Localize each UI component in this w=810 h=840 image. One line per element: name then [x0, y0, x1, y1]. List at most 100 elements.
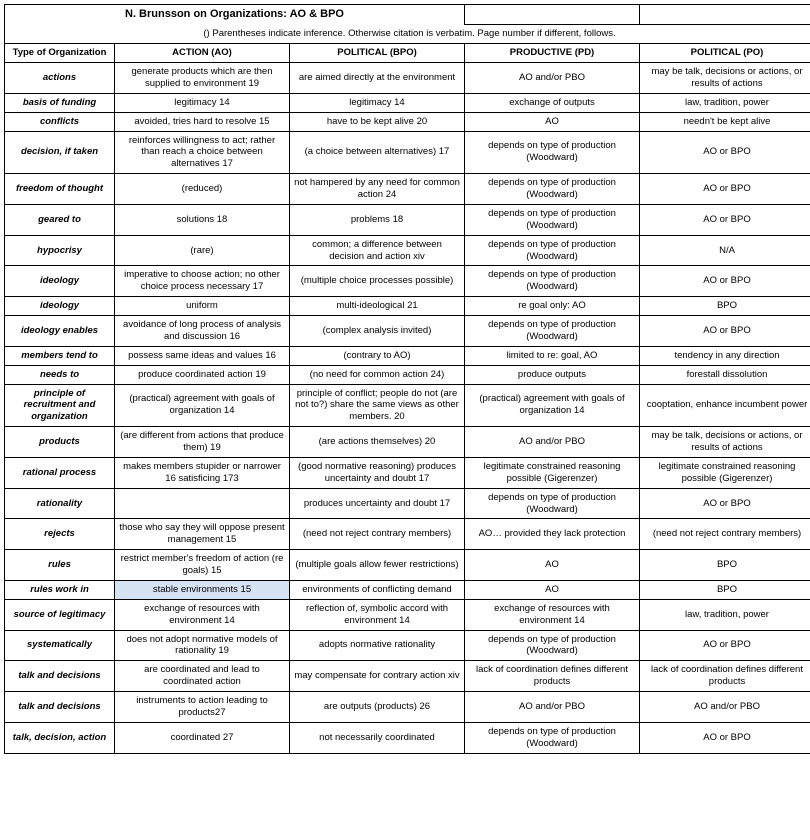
cell-c1	[115, 488, 290, 519]
cell-c4: AO or BPO	[640, 722, 810, 753]
table-row: ideologyimperative to choose action; no …	[5, 266, 810, 297]
cell-c2: principle of conflict; people do not (ar…	[290, 384, 465, 427]
row-label: ideology enables	[5, 316, 115, 347]
cell-c4: BPO	[640, 580, 810, 599]
cell-c2: problems 18	[290, 204, 465, 235]
cell-c4: AO or BPO	[640, 131, 810, 174]
cell-c2: are aimed directly at the environment	[290, 63, 465, 94]
header-bpo: POLITICAL (BPO)	[290, 44, 465, 63]
cell-c4: may be talk, decisions or actions, or re…	[640, 63, 810, 94]
header-type: Type of Organization	[5, 44, 115, 63]
note-row: () Parentheses indicate inference. Other…	[5, 25, 810, 44]
table-row: needs toproduce coordinated action 19(no…	[5, 365, 810, 384]
header-po: POLITICAL (PO)	[640, 44, 810, 63]
cell-c3: depends on type of production (Woodward)	[465, 174, 640, 205]
cell-c3: exchange of outputs	[465, 93, 640, 112]
cell-c2: (no need for common action 24)	[290, 365, 465, 384]
cell-c3: produce outputs	[465, 365, 640, 384]
cell-c2: not hampered by any need for common acti…	[290, 174, 465, 205]
cell-c1: produce coordinated action 19	[115, 365, 290, 384]
row-label: actions	[5, 63, 115, 94]
table-row: rules work instable environments 15envir…	[5, 580, 810, 599]
cell-c4: (need not reject contrary members)	[640, 519, 810, 550]
row-label: geared to	[5, 204, 115, 235]
cell-c3: depends on type of production (Woodward)	[465, 266, 640, 297]
cell-c4: AO or BPO	[640, 174, 810, 205]
table-row: ideology enablesavoidance of long proces…	[5, 316, 810, 347]
row-label: ideology	[5, 297, 115, 316]
cell-c4: forestall dissolution	[640, 365, 810, 384]
row-label: rules work in	[5, 580, 115, 599]
cell-c1: generate products which are then supplie…	[115, 63, 290, 94]
cell-c3: depends on type of production (Woodward)	[465, 722, 640, 753]
table-row: members tend topossess same ideas and va…	[5, 346, 810, 365]
row-label: ideology	[5, 266, 115, 297]
cell-c2: (contrary to AO)	[290, 346, 465, 365]
cell-c3: (practical) agreement with goals of orga…	[465, 384, 640, 427]
cell-c1: makes members stupider or narrower 16 sa…	[115, 457, 290, 488]
table-row: decision, if takenreinforces willingness…	[5, 131, 810, 174]
cell-c2: have to be kept alive 20	[290, 112, 465, 131]
cell-c4: may be talk, decisions or actions, or re…	[640, 427, 810, 458]
cell-c1: (reduced)	[115, 174, 290, 205]
cell-c4: law, tradition, power	[640, 599, 810, 630]
row-label: rationality	[5, 488, 115, 519]
cell-c3: depends on type of production (Woodward)	[465, 131, 640, 174]
header-pd: PRODUCTIVE (PD)	[465, 44, 640, 63]
table-row: products(are different from actions that…	[5, 427, 810, 458]
cell-c3: depends on type of production (Woodward)	[465, 235, 640, 266]
cell-c3: legitimate constrained reasoning possibl…	[465, 457, 640, 488]
table-row: basis of fundinglegitimacy 14legitimacy …	[5, 93, 810, 112]
cell-c2: multi-ideological 21	[290, 297, 465, 316]
row-label: needs to	[5, 365, 115, 384]
cell-c4: legitimate constrained reasoning possibl…	[640, 457, 810, 488]
row-label: products	[5, 427, 115, 458]
cell-c2: legitimacy 14	[290, 93, 465, 112]
row-label: decision, if taken	[5, 131, 115, 174]
row-label: talk and decisions	[5, 692, 115, 723]
cell-c2: (a choice between alternatives) 17	[290, 131, 465, 174]
row-label: talk, decision, action	[5, 722, 115, 753]
title-blank-2	[640, 5, 810, 25]
cell-c2: (are actions themselves) 20	[290, 427, 465, 458]
row-label: members tend to	[5, 346, 115, 365]
table-row: conflictsavoided, tries hard to resolve …	[5, 112, 810, 131]
cell-c3: AO	[465, 112, 640, 131]
cell-c1: restrict member's freedom of action (re …	[115, 550, 290, 581]
header-ao: ACTION (AO)	[115, 44, 290, 63]
cell-c1: avoided, tries hard to resolve 15	[115, 112, 290, 131]
header-row: Type of Organization ACTION (AO) POLITIC…	[5, 44, 810, 63]
table-row: hypocrisy(rare)common; a difference betw…	[5, 235, 810, 266]
table-row: freedom of thought(reduced)not hampered …	[5, 174, 810, 205]
table-row: geared tosolutions 18problems 18depends …	[5, 204, 810, 235]
table-note: () Parentheses indicate inference. Other…	[5, 25, 810, 44]
cell-c2: reflection of, symbolic accord with envi…	[290, 599, 465, 630]
table-row: principle of recruitment and organizatio…	[5, 384, 810, 427]
cell-c3: exchange of resources with environment 1…	[465, 599, 640, 630]
title-blank-1	[465, 5, 640, 25]
table-row: source of legitimacyexchange of resource…	[5, 599, 810, 630]
table-row: rulesrestrict member's freedom of action…	[5, 550, 810, 581]
table-row: talk and decisionsare coordinated and le…	[5, 661, 810, 692]
row-label: systematically	[5, 630, 115, 661]
cell-c3: depends on type of production (Woodward)	[465, 488, 640, 519]
row-label: basis of funding	[5, 93, 115, 112]
table-row: actionsgenerate products which are then …	[5, 63, 810, 94]
cell-c4: AO or BPO	[640, 630, 810, 661]
cell-c3: depends on type of production (Woodward)	[465, 316, 640, 347]
cell-c2: environments of conflicting demand	[290, 580, 465, 599]
table-row: rational processmakes members stupider o…	[5, 457, 810, 488]
cell-c1: possess same ideas and values 16	[115, 346, 290, 365]
row-label: rational process	[5, 457, 115, 488]
cell-c1: coordinated 27	[115, 722, 290, 753]
cell-c4: AO or BPO	[640, 316, 810, 347]
cell-c2: adopts normative rationality	[290, 630, 465, 661]
cell-c1: does not adopt normative models of ratio…	[115, 630, 290, 661]
cell-c1: avoidance of long process of analysis an…	[115, 316, 290, 347]
cell-c1: (practical) agreement with goals of orga…	[115, 384, 290, 427]
table-row: systematicallydoes not adopt normative m…	[5, 630, 810, 661]
cell-c4: AO or BPO	[640, 266, 810, 297]
row-label: hypocrisy	[5, 235, 115, 266]
cell-c3: AO and/or PBO	[465, 427, 640, 458]
cell-c2: (multiple choice processes possible)	[290, 266, 465, 297]
